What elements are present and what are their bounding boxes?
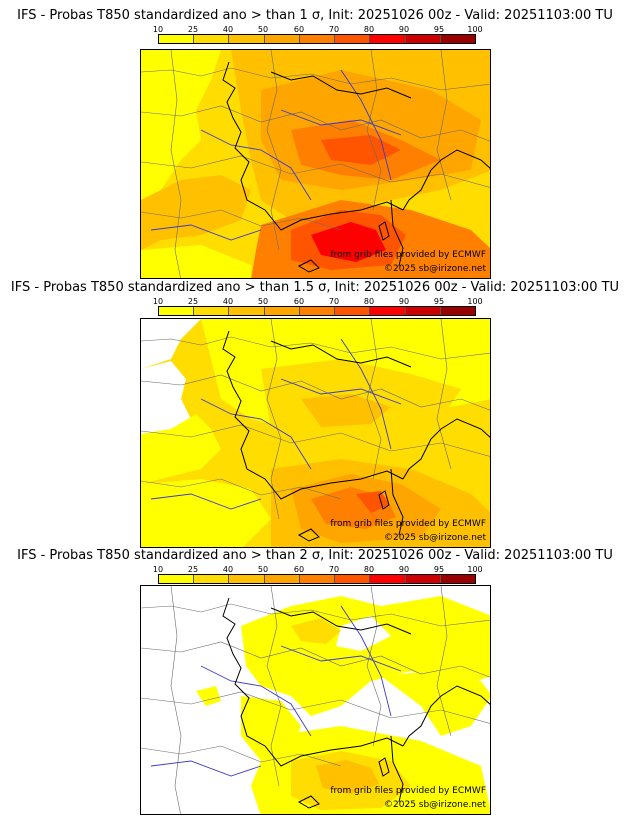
colorbar-swatch <box>229 35 265 43</box>
tick-label: 50 <box>257 297 269 306</box>
colorbar-tick-labels: 10 25 40 50 60 70 80 90 95 100 <box>153 25 483 34</box>
tick-label: 60 <box>293 25 305 34</box>
tick-label: 100 <box>467 565 483 574</box>
copyright-notice: ©2025 sb@irizone.net <box>384 800 486 810</box>
tick-label: 100 <box>467 297 483 306</box>
map-frame: from grib files provided by ECMWF ©2025 … <box>140 585 491 815</box>
colorbar <box>158 574 476 584</box>
probability-panel-2sigma: IFS - Probas T850 standardized ano > tha… <box>0 548 630 818</box>
tick-label: 40 <box>222 297 234 306</box>
colorbar-swatch <box>194 35 230 43</box>
tick-label: 70 <box>328 297 340 306</box>
probability-panel-1-5sigma: IFS - Probas T850 standardized ano > tha… <box>0 280 630 550</box>
colorbar-tick-labels: 10 25 40 50 60 70 80 90 95 100 <box>153 297 483 306</box>
colorbar <box>158 34 476 44</box>
colorbar-swatch <box>335 307 371 315</box>
colorbar-swatch <box>440 35 475 43</box>
colorbar-swatch <box>159 575 195 583</box>
colorbar-swatch <box>370 307 406 315</box>
tick-label: 50 <box>257 25 269 34</box>
data-source-credit: from grib files provided by ECMWF <box>330 786 486 796</box>
tick-label: 50 <box>257 565 269 574</box>
colorbar-tick-labels: 10 25 40 50 60 70 80 90 95 100 <box>153 565 483 574</box>
colorbar-swatch <box>405 307 441 315</box>
panel-title: IFS - Probas T850 standardized ano > tha… <box>10 280 620 295</box>
tick-label: 100 <box>467 25 483 34</box>
tick-label: 10 <box>152 565 164 574</box>
tick-label: 40 <box>222 25 234 34</box>
colorbar-swatch <box>299 575 336 583</box>
tick-label: 70 <box>328 565 340 574</box>
tick-label: 95 <box>433 297 445 306</box>
tick-label: 80 <box>363 565 375 574</box>
copyright-notice: ©2025 sb@irizone.net <box>384 264 486 274</box>
tick-label: 25 <box>187 25 199 34</box>
tick-label: 10 <box>152 297 164 306</box>
colorbar-swatch <box>370 575 406 583</box>
colorbar <box>158 306 476 316</box>
colorbar-swatch <box>229 307 265 315</box>
tick-label: 80 <box>363 297 375 306</box>
tick-label: 40 <box>222 565 234 574</box>
colorbar-swatch <box>405 575 441 583</box>
colorbar-swatch <box>159 35 195 43</box>
panel-title: IFS - Probas T850 standardized ano > tha… <box>17 548 613 563</box>
tick-label: 95 <box>433 25 445 34</box>
tick-label: 90 <box>398 25 410 34</box>
probability-panel-1sigma: IFS - Probas T850 standardized ano > tha… <box>0 8 630 279</box>
data-source-credit: from grib files provided by ECMWF <box>330 519 486 529</box>
map-frame: from grib files provided by ECMWF ©2025 … <box>140 49 491 279</box>
colorbar-swatch <box>229 575 265 583</box>
tick-label: 70 <box>328 25 340 34</box>
probability-map <box>141 586 490 814</box>
map-frame: from grib files provided by ECMWF ©2025 … <box>140 318 491 548</box>
tick-label: 10 <box>152 25 164 34</box>
colorbar-swatch <box>194 307 230 315</box>
colorbar-swatch <box>405 35 441 43</box>
tick-label: 60 <box>293 297 305 306</box>
colorbar-swatch <box>264 35 300 43</box>
colorbar-swatch <box>370 35 406 43</box>
colorbar-swatch <box>335 35 371 43</box>
data-source-credit: from grib files provided by ECMWF <box>330 250 486 260</box>
colorbar-swatch <box>440 575 475 583</box>
tick-label: 80 <box>363 25 375 34</box>
panel-title: IFS - Probas T850 standardized ano > tha… <box>17 8 613 23</box>
tick-label: 95 <box>433 565 445 574</box>
tick-label: 25 <box>187 297 199 306</box>
probability-map <box>141 50 490 278</box>
probability-map <box>141 319 490 547</box>
colorbar-swatch <box>299 307 336 315</box>
tick-label: 90 <box>398 297 410 306</box>
colorbar-swatch <box>194 575 230 583</box>
copyright-notice: ©2025 sb@irizone.net <box>384 533 486 543</box>
colorbar-swatch <box>335 575 371 583</box>
tick-label: 60 <box>293 565 305 574</box>
colorbar-swatch <box>159 307 195 315</box>
colorbar-swatch <box>264 307 300 315</box>
tick-label: 90 <box>398 565 410 574</box>
tick-label: 25 <box>187 565 199 574</box>
colorbar-swatch <box>264 575 300 583</box>
colorbar-swatch <box>299 35 336 43</box>
colorbar-swatch <box>440 307 475 315</box>
